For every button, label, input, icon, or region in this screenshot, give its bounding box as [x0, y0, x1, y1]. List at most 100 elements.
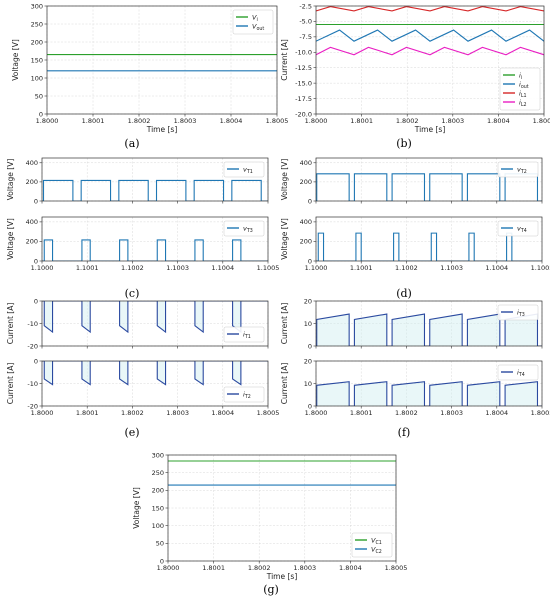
chart-panel-g: 0 50 100 150 200 250 300 1.8000 1.8001 1.8002 1.80… — [132, 451, 407, 596]
legend-label: iout — [519, 80, 529, 90]
x-tick-label: 1.8003 — [174, 117, 197, 125]
legend-box — [232, 9, 274, 35]
legend-label: iT3 — [517, 308, 525, 318]
y-tick-label: -2.5 — [299, 2, 312, 10]
legend-label: vT2 — [517, 165, 527, 175]
x-tick-label: 1.8004 — [211, 409, 234, 417]
y-tick-label: 400 — [26, 218, 38, 226]
x-tick-label: 1.1002 — [395, 264, 418, 272]
y-tick-label: -7.5 — [299, 33, 312, 41]
y-tick-label: 20 — [304, 357, 312, 365]
axes-frame — [167, 454, 397, 562]
legend-label: VC1 — [371, 536, 382, 546]
x-tick-label: 1.8001 — [350, 409, 373, 417]
y-tick-label: -20 — [27, 342, 38, 350]
legend-box — [499, 67, 541, 111]
y-tick-label: 150 — [31, 56, 43, 64]
y-tick-label: 200 — [300, 178, 312, 186]
panel-caption: (a) — [124, 137, 139, 150]
x-tick-label: 1.8000 — [31, 409, 54, 417]
panel-caption: (c) — [125, 287, 140, 300]
y-tick-label: 0 — [160, 557, 164, 565]
x-tick-label: 1.8003 — [293, 564, 316, 572]
x-tick-label: 1.1001 — [350, 264, 373, 272]
legend-box — [351, 532, 393, 558]
y-tick-label: 20 — [304, 297, 312, 305]
x-axis-label: Time [s] — [266, 572, 298, 581]
series-line-i_T4 — [316, 381, 542, 406]
x-tick-label: 1.1005 — [531, 264, 550, 272]
legend-label: iT1 — [243, 330, 251, 340]
x-axis-label: Time [s] — [146, 125, 178, 134]
y-tick-label: 0 — [34, 357, 38, 365]
series-line-i_L2 — [316, 46, 544, 56]
x-tick-label: 1.8005 — [257, 409, 280, 417]
panel-caption: (e) — [124, 426, 139, 439]
panel-caption: (d) — [396, 287, 412, 300]
y-axis-label: Voltage [V] — [6, 218, 15, 260]
y-tick-label: 400 — [26, 159, 38, 167]
y-tick-label: -20.0 — [295, 110, 312, 118]
legend-box — [223, 220, 265, 237]
legend-box — [497, 304, 539, 321]
y-tick-label: -10 — [27, 380, 38, 388]
y-tick-label: 150 — [152, 504, 164, 512]
x-tick-label: 1.8004 — [487, 117, 510, 125]
y-tick-label: 0 — [308, 257, 312, 265]
axes-frame — [315, 5, 545, 115]
x-tick-label: 1.1003 — [166, 264, 189, 272]
y-tick-label: 300 — [152, 451, 164, 459]
x-tick-label: 1.8001 — [202, 564, 225, 572]
series-line-v_T1 — [42, 179, 268, 201]
x-tick-label: 1.1004 — [211, 264, 234, 272]
y-axis-label: Voltage [V] — [11, 39, 20, 81]
axes-frame — [41, 360, 269, 407]
x-tick-label: 1.8002 — [248, 564, 271, 572]
x-tick-label: 1.8000 — [305, 409, 328, 417]
y-tick-label: 0 — [39, 110, 43, 118]
chart-panel-f2: 0 10 20 1.8000 1.8001 1.8002 1.8003 1.8004 1.800… — [280, 357, 550, 439]
x-tick-label: 1.8000 — [36, 117, 59, 125]
y-tick-label: 0 — [34, 197, 38, 205]
y-tick-label: 250 — [31, 20, 43, 28]
axes-frame — [315, 300, 543, 347]
y-tick-label: 100 — [152, 522, 164, 530]
x-tick-label: 1.1004 — [485, 264, 508, 272]
legend-label: iT2 — [243, 390, 251, 400]
x-tick-label: 1.1000 — [305, 264, 328, 272]
series-fill-i_T4 — [316, 381, 542, 406]
y-tick-label: 300 — [31, 2, 43, 10]
legend-label: iL2 — [519, 98, 527, 108]
legend-label: vT4 — [517, 224, 527, 234]
chart-panel-e2: 0 -10 -201.8000 1.8001 1.8002 1.8003 1.8004 1.8… — [6, 357, 279, 439]
axes-frame — [41, 216, 269, 262]
y-tick-label: 0 — [34, 297, 38, 305]
x-tick-label: 1.1003 — [440, 264, 463, 272]
series-fill-i_T1 — [42, 301, 268, 333]
y-tick-label: 200 — [300, 238, 312, 246]
legend-box — [497, 220, 539, 237]
legend-label: ii — [519, 71, 522, 81]
y-axis-label: Current [A] — [280, 303, 289, 345]
chart-panel-b: -2.5-5.0-7.5-10.0-12.5-15.0-17.5-20.01.8… — [280, 2, 550, 150]
legend-box — [497, 364, 539, 381]
y-axis-label: Voltage [V] — [132, 487, 141, 529]
series-line-i_out — [316, 29, 544, 42]
y-axis-label: Voltage [V] — [280, 218, 289, 260]
chart-panel-d1: 0 200 400 Voltage [V] vT2 — [280, 157, 543, 205]
x-tick-label: 1.8000 — [305, 117, 328, 125]
y-tick-label: 200 — [31, 38, 43, 46]
x-tick-label: 1.8003 — [166, 409, 189, 417]
x-tick-label: 1.8001 — [76, 409, 99, 417]
axes-frame — [46, 5, 278, 115]
series-line-i_L1 — [316, 6, 544, 12]
y-tick-label: -10 — [27, 320, 38, 328]
y-tick-label: 100 — [31, 74, 43, 82]
x-tick-label: 1.1001 — [76, 264, 99, 272]
y-tick-label: -5.0 — [299, 18, 312, 26]
y-tick-label: 200 — [26, 178, 38, 186]
y-tick-label: -20 — [27, 402, 38, 410]
axes-frame — [315, 157, 543, 202]
x-tick-label: 1.1000 — [31, 264, 54, 272]
